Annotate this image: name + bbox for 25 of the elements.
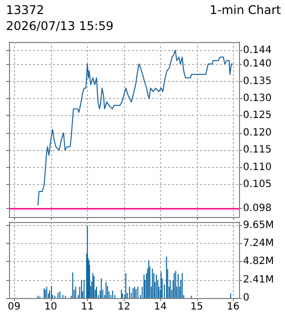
y-tick-label: 0 [243, 292, 250, 304]
y-tick-label: 0.125 [243, 110, 272, 122]
y-tick-label: 0.144 [243, 44, 272, 56]
chart-subtitle: 1-min Chart [210, 3, 282, 17]
y-tick-label: 0.130 [243, 92, 272, 104]
y-tick-label: 0.105 [243, 179, 272, 190]
y-tick-label: 9.65M [243, 220, 274, 231]
y-tick-label: 7.24M [243, 238, 274, 249]
y-tick-label: 0.098 [243, 203, 272, 214]
x-tick-label: 16 [226, 302, 240, 312]
y-tick-label: 0.135 [243, 76, 272, 87]
y-tick-label: 0.110 [243, 162, 272, 173]
x-tick-label: 15 [190, 302, 204, 312]
chart-title: 13372 [6, 3, 44, 17]
x-tick-label: 11 [81, 302, 94, 312]
x-tick-label: 09 [8, 302, 20, 312]
text: 2026/07/13 15:59 [6, 19, 114, 33]
y-tick-label: 4.82M [243, 256, 274, 268]
x-tick-label: 14 [154, 302, 167, 312]
y-tick-label: 2.41M [243, 274, 274, 286]
x-tick-label: 12 [118, 302, 130, 312]
x-tick-label: 10 [44, 302, 58, 312]
y-tick-label: 0.120 [243, 127, 272, 138]
y-tick-label: 0.115 [243, 144, 272, 156]
y-tick-label: 0.140 [243, 58, 272, 70]
